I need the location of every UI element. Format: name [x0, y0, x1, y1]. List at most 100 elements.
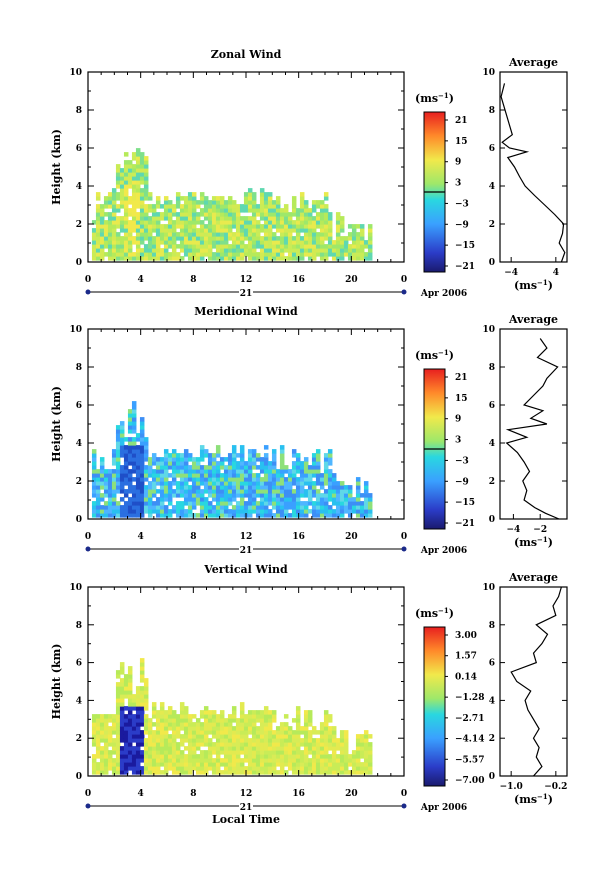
- wind-field: [91, 658, 373, 775]
- x-tick-label: 16: [292, 532, 305, 542]
- colorbar-tick-label: −5.57: [455, 755, 484, 765]
- average-title: Average: [508, 313, 558, 326]
- date-label: 21: [240, 803, 253, 813]
- x-tick-label: 20: [345, 789, 358, 799]
- date-bar-end: [401, 803, 407, 809]
- y-tick-label: 10: [69, 325, 82, 335]
- y-tick-label: 0: [76, 515, 82, 525]
- avg-y-tick-label: 6: [489, 401, 495, 411]
- x-tick-label: 0: [85, 275, 91, 285]
- y-tick-label: 6: [76, 401, 82, 411]
- date-bar-start: [85, 546, 91, 552]
- wind-field: [91, 148, 373, 261]
- colorbar-tick-label: 3.00: [455, 631, 477, 641]
- colorbar-tick-label: 3: [455, 179, 461, 189]
- y-tick-label: 10: [69, 68, 82, 78]
- average-profile-line: [505, 338, 560, 520]
- avg-y-tick-label: 2: [489, 477, 495, 487]
- y-tick-label: 6: [76, 144, 82, 154]
- avg-x-tick-label: 4: [553, 268, 559, 278]
- wind-field: [91, 401, 373, 518]
- y-tick-label: 2: [76, 734, 82, 744]
- panel-title: Vertical Wind: [203, 563, 288, 576]
- avg-y-tick-label: 0: [489, 515, 495, 525]
- colorbar-tick-label: −15: [455, 498, 475, 508]
- avg-y-tick-label: 10: [482, 583, 495, 593]
- colorbar-tick-label: −3: [455, 456, 469, 466]
- panel-2: Meridional Wind 0 2 4 6 8 10 Height (km) 0 4 8 12 16…: [50, 305, 568, 556]
- y-tick-label: 2: [76, 477, 82, 487]
- x-tick-label: 12: [240, 532, 253, 542]
- avg-y-tick-label: 4: [489, 439, 495, 449]
- colorbar-tick-label: −15: [455, 241, 475, 251]
- x-tick-label: 0: [401, 275, 407, 285]
- x-tick-label: 8: [190, 275, 196, 285]
- avg-x-axis-label: (ms−1): [514, 278, 553, 292]
- colorbar-tick-label: −21: [455, 262, 475, 272]
- x-tick-label: 0: [85, 789, 91, 799]
- average-frame: [499, 328, 568, 520]
- avg-x-tick-label: −1.0: [500, 782, 523, 792]
- colorbar-tick-label: 15: [455, 137, 468, 147]
- avg-y-tick-label: 2: [489, 220, 495, 230]
- colorbar-tick-label: 9: [455, 158, 461, 168]
- x-tick-label: 12: [240, 789, 253, 799]
- x-tick-label: 16: [292, 789, 305, 799]
- avg-y-tick-label: 8: [489, 363, 495, 373]
- date-bar-start: [85, 803, 91, 809]
- average-title: Average: [508, 56, 558, 69]
- x-axis-label: Local Time: [212, 813, 280, 826]
- y-tick-label: 4: [76, 439, 82, 449]
- date-bar-end: [401, 289, 407, 295]
- date-label-bg: [239, 801, 253, 811]
- panel-1: Zonal Wind 0 2 4 6 8 10 Height (km) 0 4 8 12 16 20 0 21…: [50, 48, 568, 299]
- x-tick-label: 0: [85, 532, 91, 542]
- colorbar-tick-label: −4.14: [455, 735, 484, 745]
- avg-y-tick-label: 8: [489, 621, 495, 631]
- colorbar-tick-label: 1.57: [455, 652, 477, 662]
- date-label: 21: [240, 289, 253, 299]
- avg-x-tick-label: −4: [504, 268, 518, 278]
- colorbar-unit: (ms−1): [415, 91, 454, 105]
- average-frame: [499, 586, 568, 777]
- x-tick-label: 8: [190, 789, 196, 799]
- y-axis-label: Height (km): [50, 129, 63, 205]
- x-tick-label: 16: [292, 275, 305, 285]
- colorbar: [423, 626, 446, 787]
- x-tick-label: 20: [345, 275, 358, 285]
- date-bar-start: [85, 289, 91, 295]
- avg-y-tick-label: 10: [482, 68, 495, 78]
- colorbar-tick-label: 15: [455, 394, 468, 404]
- date-bar-end: [401, 546, 407, 552]
- avg-y-tick-label: 0: [489, 258, 495, 268]
- x-tick-label: 12: [240, 275, 253, 285]
- avg-x-axis-label: (ms−1): [514, 792, 553, 806]
- month-label: Apr 2006: [420, 289, 467, 299]
- y-tick-label: 8: [76, 621, 82, 631]
- x-tick-label: 0: [401, 532, 407, 542]
- avg-y-tick-label: 10: [482, 325, 495, 335]
- y-tick-label: 0: [76, 772, 82, 782]
- avg-y-tick-label: 4: [489, 182, 495, 192]
- y-tick-label: 8: [76, 363, 82, 373]
- average-title: Average: [508, 571, 558, 584]
- avg-y-tick-label: 8: [489, 106, 495, 116]
- avg-x-tick-label: −4: [506, 525, 520, 535]
- avg-y-tick-label: 6: [489, 144, 495, 154]
- colorbar-tick-label: 21: [455, 116, 468, 126]
- colorbar-tick-label: 3: [455, 436, 461, 446]
- colorbar-tick-label: −2.71: [455, 714, 484, 724]
- date-label-bg: [239, 544, 253, 554]
- panel-title: Zonal Wind: [211, 48, 282, 61]
- x-tick-label: 4: [138, 789, 144, 799]
- y-tick-label: 6: [76, 659, 82, 669]
- x-tick-label: 8: [190, 532, 196, 542]
- x-tick-label: 0: [401, 789, 407, 799]
- x-tick-label: 4: [138, 275, 144, 285]
- colorbar-tick-label: −1.28: [455, 693, 484, 703]
- y-tick-label: 10: [69, 583, 82, 593]
- y-axis-label: Height (km): [50, 386, 63, 462]
- x-tick-label: 20: [345, 532, 358, 542]
